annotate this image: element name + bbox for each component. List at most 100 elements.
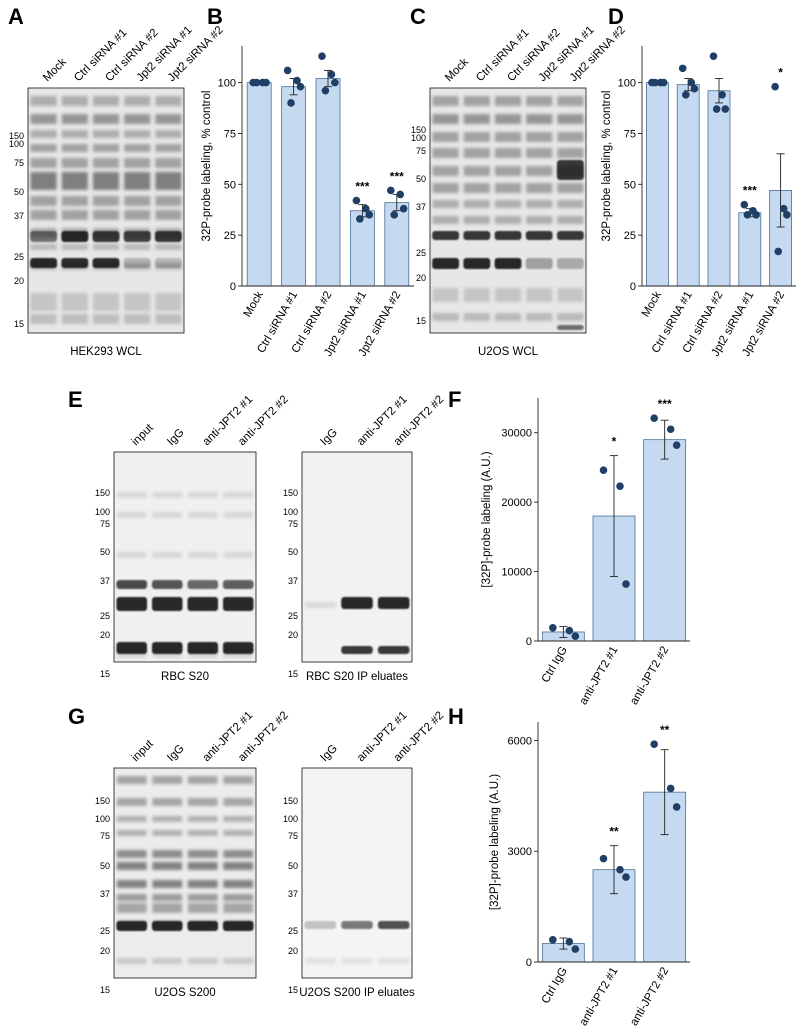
blot-smear-band: [61, 314, 88, 324]
blot-smear-band: [124, 293, 151, 311]
significance-mark: **: [660, 723, 670, 737]
data-point: [651, 78, 659, 87]
blot-smear-band: [92, 172, 120, 190]
bar: [676, 84, 700, 287]
blot-band: [61, 231, 89, 242]
blot-smear-band: [557, 200, 584, 208]
blot-smear-band: [494, 313, 522, 321]
blot-band: [525, 258, 553, 269]
blot-smear-band: [223, 850, 254, 858]
lane-label: IgG: [165, 742, 187, 764]
mw-marker: 37: [416, 202, 426, 212]
blot-smear-band: [30, 196, 57, 206]
blot-smear-band: [526, 96, 553, 106]
blot-smear-band: [155, 196, 182, 206]
blot-band: [151, 642, 183, 654]
blot-smear-band: [494, 132, 522, 142]
blot-smear-band: [155, 244, 182, 250]
data-point: [327, 70, 336, 79]
blot-smear-band: [116, 894, 147, 901]
blot-smear-band: [152, 492, 183, 498]
blot-smear-band: [152, 816, 183, 822]
blot-smear-band: [494, 288, 522, 302]
data-point: [682, 91, 690, 99]
blot-frame: [301, 767, 413, 979]
y-tick-label: 75: [624, 128, 636, 140]
blot-smear-band: [463, 313, 490, 321]
blot-smear-band: [30, 158, 57, 168]
data-point: [659, 78, 668, 87]
data-point: [287, 99, 295, 107]
blot-smear-band: [187, 552, 218, 558]
data-point: [252, 78, 261, 87]
blot-smear-band: [432, 166, 459, 176]
y-tick-label: 30000: [501, 428, 532, 440]
panel-letter-A: A: [8, 4, 24, 29]
blot-smear-band: [187, 958, 218, 964]
blot-smear-band: [61, 210, 88, 220]
data-point: [774, 247, 783, 256]
data-point: [678, 64, 687, 73]
blot-smear-band: [187, 850, 218, 858]
blot-frame: [27, 87, 185, 334]
mw-marker: 75: [288, 831, 298, 841]
blot-smear-band: [152, 903, 183, 913]
blot-smear-band: [92, 196, 120, 206]
mw-marker: 50: [288, 547, 298, 557]
mw-marker: 25: [14, 252, 24, 262]
blot-band: [151, 921, 183, 931]
blot-band: [556, 231, 584, 240]
lane-label: Jpt2 siRNA #2: [568, 24, 628, 84]
blot-smear-band: [155, 158, 182, 168]
y-tick-label: 6000: [508, 735, 532, 747]
blot-smear-band: [124, 172, 151, 190]
blot-smear-band: [526, 114, 553, 124]
y-axis-label: [32P]-probe labeling (A.U.): [489, 774, 501, 910]
blot-smear-band: [223, 492, 254, 498]
data-point: [549, 624, 557, 632]
significance-mark: *: [612, 435, 617, 449]
mw-marker: 37: [288, 889, 298, 899]
blot-smear-band: [116, 512, 147, 518]
blot-smear-band: [432, 288, 459, 302]
blot-smear: [304, 958, 410, 964]
blot-band: [556, 325, 584, 330]
blot-bands: [341, 597, 410, 654]
blot-band: [463, 231, 491, 240]
blot-smear-band: [557, 216, 584, 224]
y-axis-label: 32P-probe labeling, % control: [201, 91, 213, 242]
blot-smear-band: [116, 903, 147, 913]
data-point: [779, 204, 788, 213]
blot-smear-band: [155, 114, 182, 124]
blot-caption: RBC S20 IP eluates: [306, 671, 408, 683]
blot-smear-band: [432, 132, 459, 142]
blot-smear-band: [92, 114, 120, 124]
significance-mark: **: [609, 825, 619, 839]
data-point: [616, 482, 624, 490]
blot-smear-band: [116, 776, 147, 784]
blot-band: [222, 921, 254, 931]
blot-smear-band: [526, 183, 553, 193]
blot-smear-band: [187, 903, 218, 913]
blot-smear-band: [152, 798, 183, 806]
lane-label: Jpt2 siRNA #1: [537, 24, 597, 84]
mw-marker: 25: [288, 926, 298, 936]
blot-smear-band: [124, 96, 151, 106]
blot-smear-band: [378, 958, 410, 964]
blot-smear-band: [526, 200, 553, 208]
lane-label: IgG: [165, 426, 187, 448]
y-tick-label: 0: [526, 957, 532, 969]
mw-marker: 15: [14, 319, 24, 329]
blot-bands: [116, 921, 254, 931]
y-tick-label: 25: [224, 230, 236, 242]
blot-band: [494, 258, 522, 269]
data-point: [666, 425, 675, 434]
blot-smear-band: [92, 130, 120, 138]
blot-smear-band: [432, 313, 459, 321]
lane-label: Jpt2 siRNA #1: [135, 24, 195, 84]
blot-bands: [432, 160, 584, 330]
mw-marker: 20: [288, 630, 298, 640]
blot-band: [116, 597, 148, 611]
